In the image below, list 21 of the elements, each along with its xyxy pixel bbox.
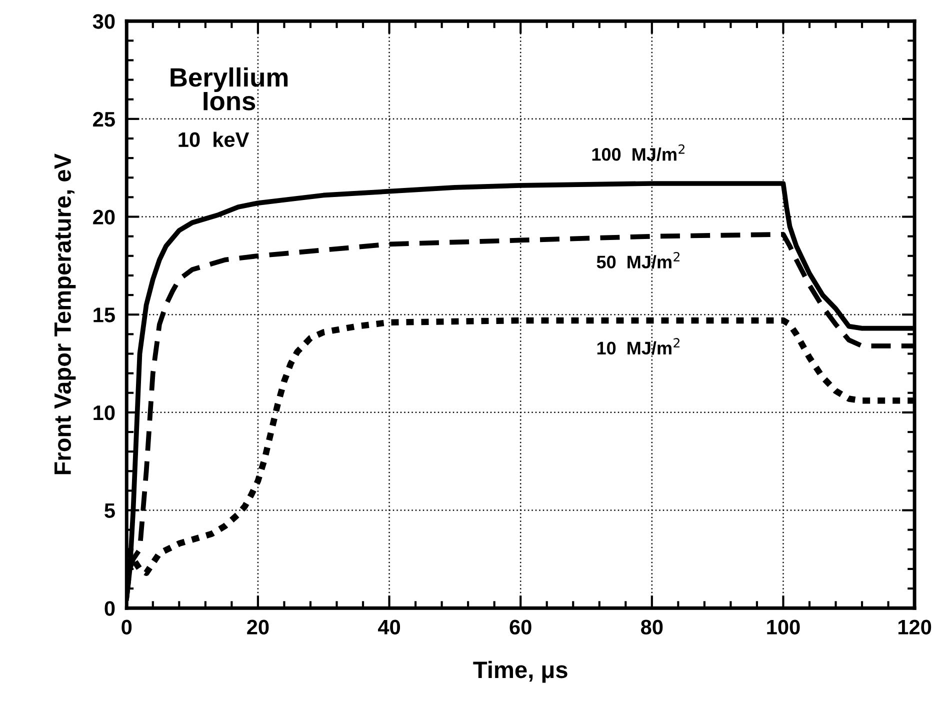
series-label: 100 MJ/m$^{2}$ xyxy=(592,144,684,161)
annotation: 10 keV xyxy=(178,132,250,148)
x-tick-label: 100 xyxy=(767,620,800,635)
series-label: 10 MJ/m$^{2}$ xyxy=(597,338,680,355)
y-tick-label: 15 xyxy=(94,308,115,322)
x-axis-title: Time, μs xyxy=(473,660,568,683)
annotation: Beryllium Ions xyxy=(170,67,288,110)
x-tick-label: 0 xyxy=(122,620,132,635)
x-tick-label: 20 xyxy=(247,620,269,635)
y-tick-label: 30 xyxy=(92,14,115,29)
y-axis-title: Front Vapor Temperature, eV xyxy=(54,154,76,474)
y-tick-label: 5 xyxy=(104,503,115,518)
x-tick-label: 40 xyxy=(378,620,400,635)
y-tick-label: 10 xyxy=(94,405,115,420)
x-tick-label: 120 xyxy=(898,620,932,635)
x-tick-label: 80 xyxy=(640,620,663,635)
y-tick-label: 25 xyxy=(93,112,115,127)
y-tick-label: 20 xyxy=(93,210,115,225)
x-tick-label: 60 xyxy=(510,620,532,635)
y-tick-label: 0 xyxy=(104,601,115,616)
series-label: 50 MJ/m$^{2}$ xyxy=(596,252,680,269)
